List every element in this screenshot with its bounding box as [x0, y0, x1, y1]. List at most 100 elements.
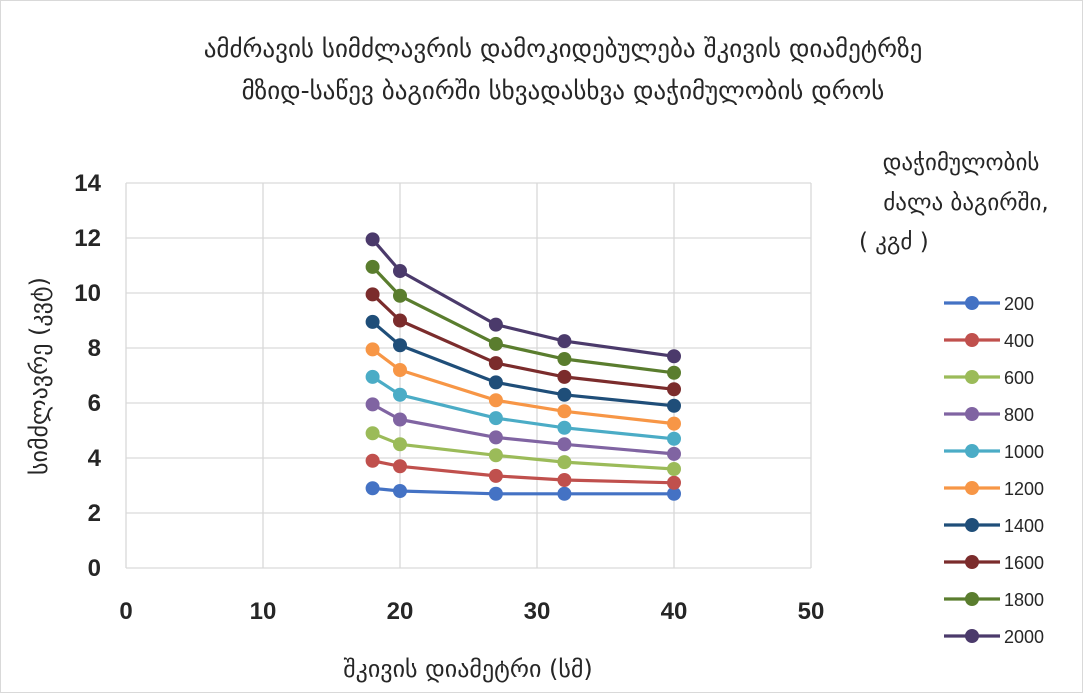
data-point — [488, 393, 503, 408]
y-tick-label: 0 — [88, 555, 101, 582]
data-point — [393, 338, 407, 353]
legend-title-line-1: დაჭიმულობის — [883, 150, 1040, 176]
legend-item: 1200 — [944, 479, 1044, 499]
series-1800 — [365, 259, 681, 380]
data-point — [365, 259, 380, 274]
y-tick-label: 4 — [88, 445, 102, 472]
x-axis-title: შკივის დიამეტრი (სმ) — [343, 655, 593, 683]
series-400 — [365, 453, 681, 490]
data-point — [488, 468, 503, 483]
series-line — [372, 486, 674, 496]
data-point — [667, 365, 681, 380]
chart-title-line-2: მზიდ-საწევ ბაგირში სხვადასხვა დაჭიმულობი… — [242, 76, 885, 105]
data-point — [557, 404, 572, 419]
x-tick-label: 10 — [250, 598, 277, 625]
data-point — [557, 437, 572, 452]
data-point — [365, 397, 380, 412]
legend-label: 1400 — [1004, 516, 1044, 536]
data-point — [393, 484, 407, 498]
data-point — [488, 411, 503, 426]
data-point — [393, 264, 407, 278]
legend-item: 1000 — [944, 442, 1044, 462]
x-tick-label: 40 — [661, 598, 688, 625]
data-point — [488, 356, 503, 371]
legend-swatch-marker — [965, 555, 979, 569]
data-point — [667, 475, 681, 490]
y-tick-label: 2 — [88, 500, 101, 527]
y-tick-label: 6 — [88, 390, 101, 417]
gridlines — [125, 182, 812, 569]
legend-item: 200 — [944, 294, 1034, 314]
legend-item: 2000 — [944, 627, 1044, 647]
data-point — [365, 426, 380, 441]
data-point — [488, 317, 503, 332]
legend-item: 400 — [944, 331, 1034, 351]
legend-label: 1200 — [1004, 479, 1044, 499]
data-point — [557, 473, 572, 487]
data-point — [557, 334, 572, 349]
data-point — [557, 387, 572, 402]
data-point — [667, 349, 681, 364]
legend-label: 1800 — [1004, 590, 1044, 610]
y-tick-label: 12 — [74, 225, 101, 252]
series-2000 — [365, 232, 681, 364]
data-point — [557, 455, 572, 470]
y-tick-label: 14 — [74, 170, 101, 197]
data-point — [393, 363, 407, 377]
legend-label: 600 — [1004, 368, 1034, 388]
data-point — [557, 352, 572, 366]
legend-item: 600 — [944, 368, 1034, 388]
legend-label: 400 — [1004, 331, 1034, 351]
series-1400 — [365, 314, 681, 413]
chart-title-line-1: ამძრავის სიმძლავრის დამოკიდებულება შკივი… — [204, 34, 923, 63]
legend-item: 1600 — [944, 553, 1044, 573]
data-point — [488, 430, 503, 445]
data-point — [393, 288, 407, 303]
legend-label: 1000 — [1004, 442, 1044, 462]
data-point — [365, 481, 380, 496]
legend-item: 1400 — [944, 516, 1044, 536]
data-point — [667, 398, 681, 413]
data-point — [557, 369, 572, 384]
data-point — [667, 446, 681, 461]
series-1200 — [365, 342, 681, 431]
data-point — [667, 462, 681, 476]
legend-swatch-marker — [965, 629, 979, 643]
legend-swatch-marker — [965, 296, 979, 310]
data-point — [488, 336, 503, 351]
data-point — [557, 420, 572, 435]
data-point — [365, 232, 380, 247]
data-point — [365, 314, 380, 329]
y-axis-title: სიმძლავრე (კვტ) — [25, 277, 53, 475]
data-point — [393, 412, 407, 427]
legend-title-line-3: ( კგძ ) — [859, 229, 929, 255]
data-point — [365, 287, 380, 302]
series-800 — [365, 397, 681, 461]
series-line — [371, 238, 675, 358]
data-point — [365, 453, 380, 468]
legend-swatch-marker — [965, 370, 979, 384]
x-tick-label: 30 — [524, 598, 551, 625]
data-point — [365, 342, 380, 357]
legend-swatch-marker — [965, 407, 979, 421]
legend: დაჭიმულობის ძალა ბაგირში, ( კგძ ) 200 400… — [859, 150, 1049, 647]
series-1600 — [365, 287, 681, 397]
data-point — [488, 448, 503, 463]
x-tick-label: 0 — [119, 598, 132, 625]
legend-label: 2000 — [1004, 627, 1044, 647]
series-lines — [365, 232, 681, 501]
legend-label: 800 — [1004, 405, 1034, 425]
y-tick-label: 8 — [88, 335, 101, 362]
legend-item: 800 — [944, 405, 1034, 425]
legend-swatch-marker — [965, 592, 979, 606]
legend-label: 1600 — [1004, 553, 1044, 573]
legend-swatch-marker — [965, 444, 979, 458]
y-tick-labels: 0 2 4 6 8 10 12 14 — [74, 170, 101, 582]
data-point — [365, 369, 380, 384]
y-tick-label: 10 — [74, 280, 101, 307]
data-point — [488, 375, 503, 390]
legend-label: 200 — [1004, 294, 1034, 314]
data-point — [667, 486, 681, 501]
data-point — [667, 416, 681, 431]
